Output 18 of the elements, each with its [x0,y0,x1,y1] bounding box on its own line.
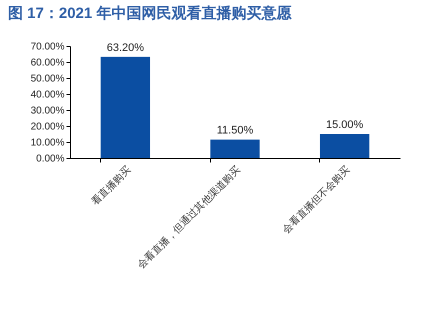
y-tick-label: 0.00% [36,154,65,164]
data-label: 11.50% [216,124,254,137]
y-tick-label: 40.00% [30,90,65,100]
x-tick-label: 看直播购买 [89,164,134,208]
data-label: 15.00% [326,119,364,131]
y-tick-label: 20.00% [30,122,65,132]
x-tick-label: 会看直播，但通过其他渠道购买 [135,164,243,272]
chart-title: 图 17：2021 年中国网民观看直播购买意愿 [8,5,292,22]
x-tick-label: 会看直播但不会购买 [280,164,352,236]
bar [100,56,150,158]
y-tick-label: 30.00% [30,106,65,116]
data-label: 63.20% [106,42,144,54]
y-tick-label: 50.00% [30,74,65,84]
y-tick-label: 60.00% [30,58,65,68]
bar [210,140,260,158]
bar [320,134,370,158]
y-tick-label: 10.00% [30,138,65,148]
y-tick-label: 70.00% [30,42,65,52]
